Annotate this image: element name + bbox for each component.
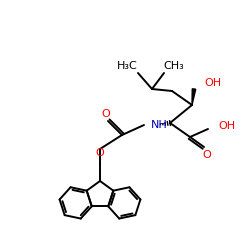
Text: CH₃: CH₃ [164,61,184,71]
Text: O: O [102,109,110,119]
Text: NH: NH [151,120,168,130]
Text: OH: OH [204,78,221,88]
Text: O: O [202,150,211,160]
Polygon shape [192,89,196,105]
Text: H₃C: H₃C [116,61,138,71]
Text: OH: OH [218,121,235,131]
Text: O: O [96,148,104,158]
